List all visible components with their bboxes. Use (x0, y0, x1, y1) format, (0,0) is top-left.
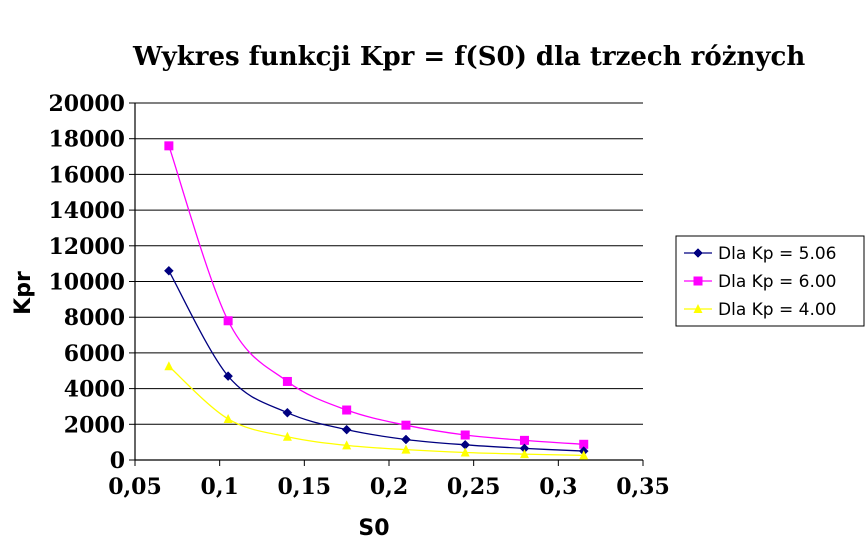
data-point (223, 371, 233, 381)
y-tick-label: 8000 (64, 305, 125, 331)
data-point (401, 420, 411, 430)
x-tick-label: 0,05 (108, 474, 162, 500)
data-point (223, 316, 233, 326)
data-point (519, 435, 529, 445)
data-point (223, 413, 233, 423)
y-tick-labels: 0 2000 4000 6000 8000 10000 12000 14000 16000 180… (48, 91, 125, 474)
x-tick-label: 0,15 (278, 474, 332, 500)
data-point (164, 141, 174, 151)
x-tick-label: 0,1 (201, 474, 239, 500)
legend: Dla Kp = 5.06 Dla Kp = 6.00 Dla Kp = 4.00 (675, 235, 865, 327)
data-point (519, 449, 529, 459)
legend-swatch-marker (693, 248, 703, 258)
data-point (401, 444, 411, 454)
y-tick-label: 16000 (48, 162, 125, 188)
series-diamond (164, 265, 589, 456)
chart-title: Wykres funkcji Kpr = f(S0) dla trzech ró… (132, 42, 805, 72)
x-axis-title: S0 (358, 516, 389, 541)
data-point (342, 440, 352, 450)
series-square (164, 141, 589, 449)
y-tick-label: 6000 (64, 341, 125, 367)
data-point (282, 376, 292, 386)
legend-swatch-marker (693, 276, 703, 286)
series-line (168, 145, 584, 445)
axes (129, 102, 644, 466)
data-point (401, 434, 411, 445)
legend-swatch-marker (693, 304, 703, 313)
y-tick-label: 18000 (48, 127, 125, 153)
series-layer (164, 141, 589, 460)
x-tick-label: 0,35 (616, 474, 670, 500)
x-tick-labels: 0,05 0,1 0,15 0,2 0,25 0,3 0,35 (108, 474, 670, 500)
x-tick-label: 0,25 (447, 474, 501, 500)
y-tick-label: 4000 (64, 377, 125, 403)
y-tick-label: 10000 (48, 270, 125, 296)
y-tick-label: 2000 (64, 412, 125, 438)
series-triangle (164, 361, 589, 460)
data-point (341, 424, 352, 435)
legend-label: Dla Kp = 4.00 (718, 300, 836, 320)
data-point (164, 361, 174, 371)
data-point (460, 430, 470, 440)
x-tick-label: 0,3 (539, 474, 577, 500)
data-point (282, 431, 292, 441)
y-tick-label: 14000 (48, 198, 125, 224)
legend-item: Dla Kp = 5.06 (684, 244, 836, 264)
y-axis-title: Kpr (11, 271, 36, 315)
data-point (282, 407, 293, 418)
legend-label: Dla Kp = 5.06 (718, 244, 836, 264)
y-tick-label: 0 (110, 448, 125, 474)
legend-item: Dla Kp = 4.00 (684, 300, 836, 320)
y-tick-label: 12000 (48, 234, 125, 260)
legend-label: Dla Kp = 6.00 (718, 272, 836, 292)
data-point (342, 405, 352, 415)
legend-item: Dla Kp = 6.00 (684, 272, 836, 292)
x-tick-label: 0,2 (370, 474, 408, 500)
data-point (579, 450, 589, 460)
data-point (460, 447, 470, 457)
grid (135, 102, 643, 425)
y-tick-label: 20000 (48, 91, 125, 117)
series-line (168, 270, 584, 452)
data-point (579, 439, 589, 449)
data-point (164, 265, 174, 276)
